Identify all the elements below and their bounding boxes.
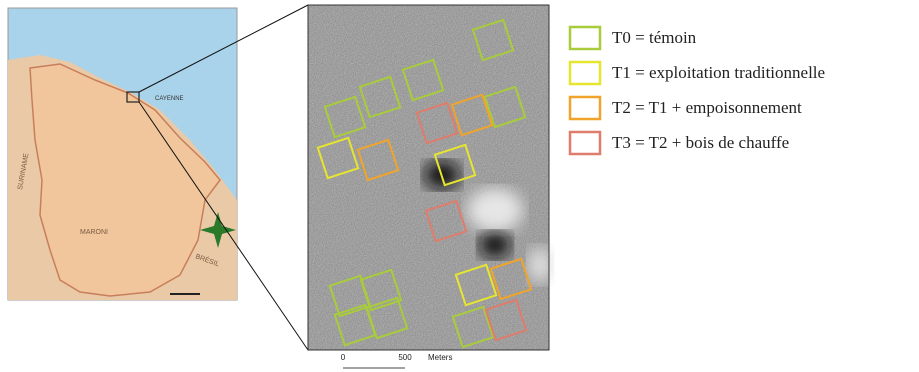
legend: T0 = témoin T1 = exploitation traditionne…: [570, 27, 825, 154]
haze: [528, 247, 552, 283]
scale-bar: 0 500 Meters: [341, 353, 453, 368]
legend-swatch: [570, 97, 600, 119]
legend-label: T3 = T2 + bois de chauffe: [612, 133, 789, 152]
haze: [467, 188, 523, 232]
legend-label: T2 = T1 + empoisonnement: [612, 98, 802, 117]
map-label: MARONI: [80, 229, 108, 236]
shadow: [479, 232, 511, 258]
legend-swatch: [570, 27, 600, 49]
figure: CAYENNE SURINAME BRÉSIL MARONI 0 500 Met…: [0, 0, 919, 372]
scale-label: Meters: [428, 353, 452, 362]
scale-label: 500: [398, 353, 412, 362]
legend-swatch: [570, 62, 600, 84]
legend-label: T0 = témoin: [612, 28, 697, 47]
scale-label: 0: [341, 353, 346, 362]
satellite-image: [308, 5, 552, 350]
legend-label: T1 = exploitation traditionnelle: [612, 63, 825, 82]
figure-canvas: CAYENNE SURINAME BRÉSIL MARONI 0 500 Met…: [0, 0, 919, 372]
location-map: CAYENNE SURINAME BRÉSIL MARONI: [8, 8, 237, 300]
legend-swatch: [570, 132, 600, 154]
map-label: CAYENNE: [155, 96, 184, 102]
